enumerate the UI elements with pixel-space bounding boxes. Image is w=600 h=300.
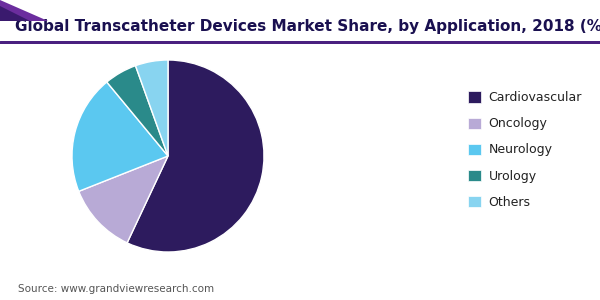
Wedge shape — [127, 60, 264, 252]
Wedge shape — [79, 156, 168, 243]
Wedge shape — [136, 60, 168, 156]
Wedge shape — [107, 66, 168, 156]
Text: Source: www.grandviewresearch.com: Source: www.grandviewresearch.com — [18, 284, 214, 294]
Legend: Cardiovascular, Oncology, Neurology, Urology, Others: Cardiovascular, Oncology, Neurology, Uro… — [469, 91, 582, 209]
Text: Global Transcatheter Devices Market Share, by Application, 2018 (%): Global Transcatheter Devices Market Shar… — [15, 20, 600, 34]
Wedge shape — [72, 82, 168, 191]
